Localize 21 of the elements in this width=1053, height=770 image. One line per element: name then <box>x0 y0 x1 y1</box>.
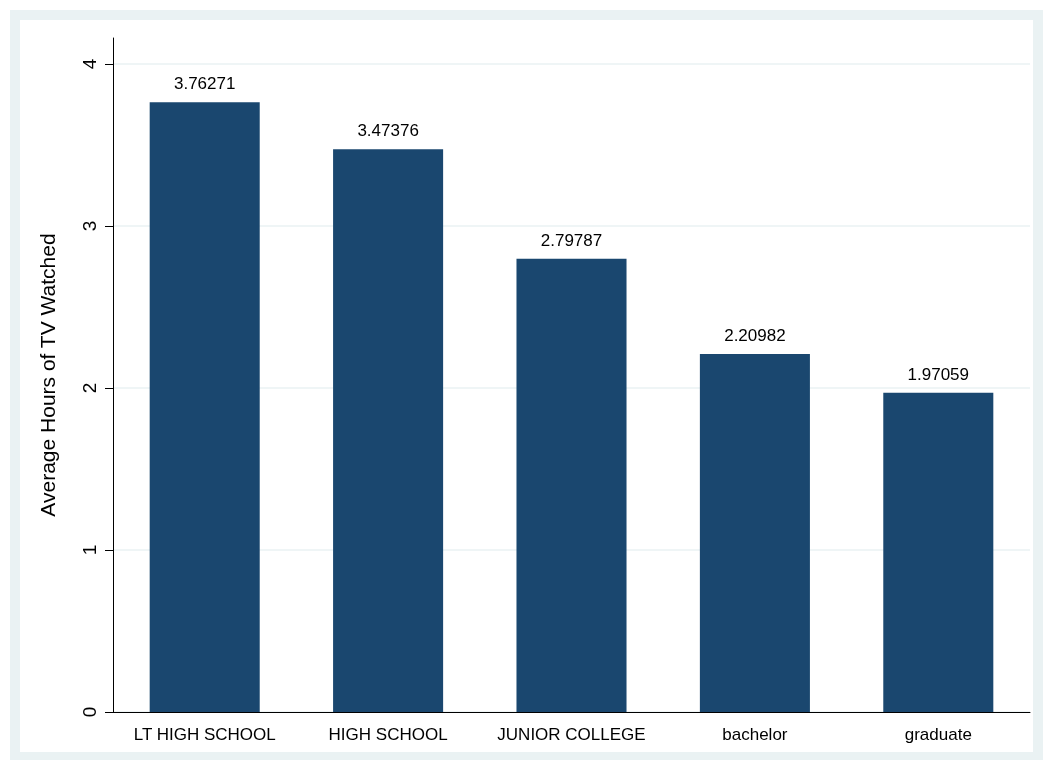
data-label: 2.79787 <box>540 230 603 250</box>
x-tick-label: bachelor <box>722 725 788 744</box>
bar <box>699 353 810 712</box>
data-label: 1.97059 <box>907 364 970 384</box>
x-tick-label: HIGH SCHOOL <box>328 725 448 744</box>
bar <box>333 149 444 712</box>
bar <box>516 258 627 712</box>
x-tick-label: graduate <box>904 725 972 744</box>
y-tick-label: 2 <box>79 382 100 394</box>
y-axis-title: Average Hours of TV Watched <box>36 233 59 517</box>
y-tick-label: 0 <box>79 706 100 718</box>
y-tick-label: 1 <box>79 544 100 556</box>
bar <box>149 102 260 712</box>
bar <box>883 392 994 712</box>
y-tick-label: 4 <box>79 58 100 70</box>
data-label: 3.47376 <box>357 121 419 141</box>
x-tick-label: LT HIGH SCHOOL <box>133 725 276 744</box>
x-tick-label: JUNIOR COLLEGE <box>497 725 646 744</box>
data-label: 2.20982 <box>724 325 786 345</box>
y-tick-label: 3 <box>79 220 100 232</box>
data-label: 3.76271 <box>173 74 236 94</box>
